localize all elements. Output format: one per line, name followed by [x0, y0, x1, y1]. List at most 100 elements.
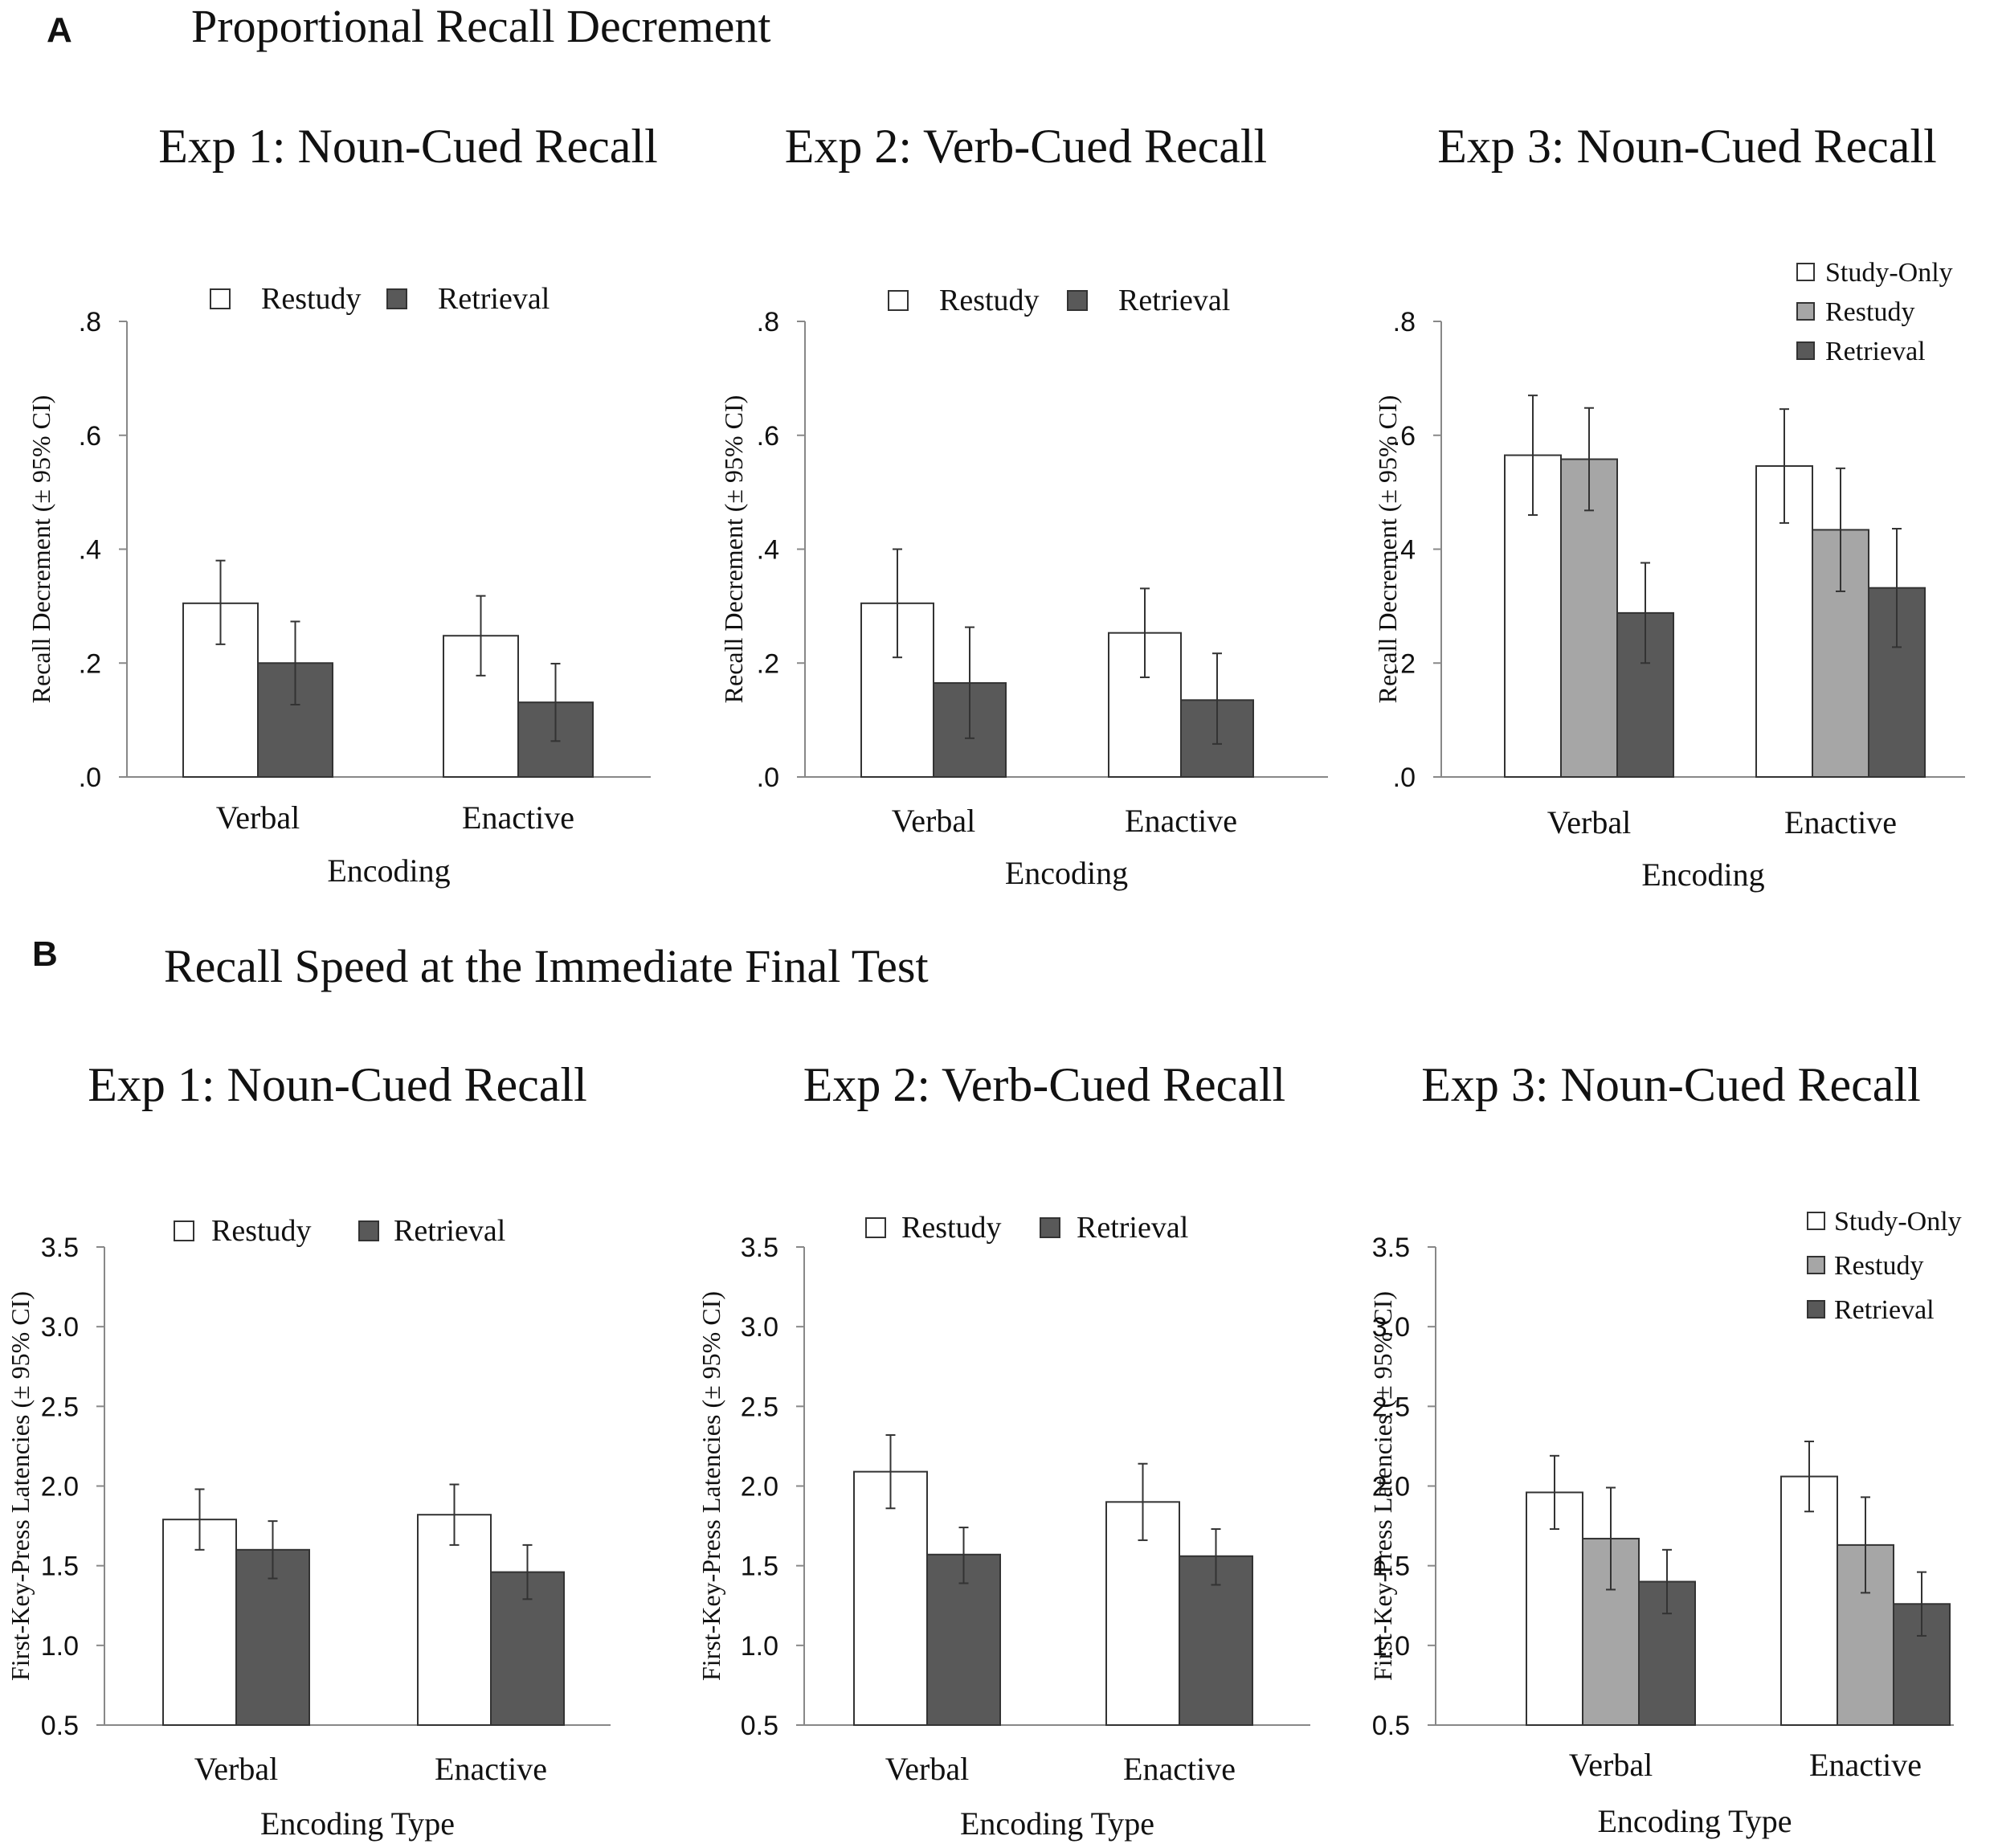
legend: Restudy Retrieval — [210, 282, 550, 316]
chart-title: Exp 1: Noun-Cued Recall — [88, 1058, 587, 1111]
legend: Study-Only Restudy Retrieval — [1797, 258, 1953, 366]
legend-label: Restudy — [261, 282, 362, 316]
bar-restudy-2 — [854, 1472, 927, 1725]
legend-label: Retrieval — [394, 1214, 505, 1248]
legend-swatch-restudy-2 — [210, 289, 230, 309]
y-tick-label: 1.5 — [741, 1552, 778, 1582]
legend-swatch-retrieval — [387, 289, 407, 309]
x-axis-title: Encoding Type — [1598, 1803, 1792, 1839]
legend-swatch-restudy-2 — [889, 291, 908, 310]
y-tick-label: 0.5 — [41, 1711, 79, 1741]
chart-b3: Exp 3: Noun-Cued Recall0.51.01.52.02.53.… — [1368, 1058, 1962, 1839]
x-axis-title: Encoding Type — [260, 1805, 455, 1842]
y-tick-label: 3.0 — [741, 1312, 778, 1343]
legend-swatch-restudy-2 — [174, 1221, 194, 1241]
y-tick-label: 2.0 — [741, 1472, 778, 1503]
y-tick-label: 3.0 — [41, 1312, 79, 1343]
legend-swatch-study-only — [1797, 264, 1814, 280]
legend-label: Restudy — [901, 1211, 1002, 1245]
y-tick-label: .8 — [757, 307, 779, 337]
y-tick-label: .0 — [757, 763, 779, 793]
x-category-label: Enactive — [1809, 1747, 1922, 1783]
chart-title: Exp 3: Noun-Cued Recall — [1437, 120, 1937, 173]
chart-title: Exp 2: Verb-Cued Recall — [785, 120, 1267, 173]
chart-b2: Exp 2: Verb-Cued Recall 0.5 1.0 1.5 2.0 2.5 3.… — [697, 1058, 1310, 1842]
x-category-label: Verbal — [216, 799, 300, 836]
y-axis-title: First-Key-Press Latencies (± 95% CI) — [697, 1291, 725, 1681]
y-tick-label: .0 — [1393, 763, 1416, 793]
bar-restudy-2 — [418, 1515, 491, 1725]
panel-a-letter: A — [47, 10, 72, 50]
legend-swatch-retrieval — [1068, 291, 1087, 310]
x-category-label: Enactive — [435, 1751, 547, 1787]
legend-label: Retrieval — [1825, 337, 1926, 366]
figure: A Proportional Recall Decrement B Recall… — [0, 0, 1998, 1848]
y-tick-label: .6 — [79, 421, 101, 452]
chart-b1: Exp 1: Noun-Cued Recall 0.5 1.0 1.5 2.0 2.5 3.… — [6, 1058, 611, 1842]
panel-b-letter: B — [32, 934, 58, 974]
x-category-label: Verbal — [885, 1751, 969, 1787]
legend-label: Restudy — [1834, 1251, 1923, 1281]
x-axis-title: Encoding — [327, 852, 450, 889]
legend-label: Study-Only — [1834, 1207, 1962, 1237]
x-category-label: Enactive — [1784, 804, 1897, 840]
legend-label: Retrieval — [1834, 1295, 1935, 1325]
y-tick-label: 2.5 — [41, 1392, 79, 1422]
x-category-label: Enactive — [1125, 803, 1237, 839]
legend-label: Restudy — [211, 1214, 312, 1248]
chart-a3: Exp 3: Noun-Cued Recall .0 .2 .4 .6 .8 Recall … — [1373, 120, 1965, 893]
legend-label: Retrieval — [438, 282, 550, 316]
y-tick-label: 1.5 — [41, 1552, 79, 1582]
y-tick-label: .6 — [757, 421, 779, 452]
panel-a-title: Proportional Recall Decrement — [191, 0, 771, 52]
y-tick-label: 3.5 — [741, 1233, 778, 1263]
legend-swatch-retrieval — [359, 1221, 378, 1241]
x-category-label: Verbal — [194, 1751, 278, 1787]
legend-swatch-retrieval — [1808, 1301, 1824, 1318]
chart-title: Exp 2: Verb-Cued Recall — [803, 1058, 1285, 1111]
legend-label: Restudy — [1825, 297, 1914, 327]
chart-title: Exp 1: Noun-Cued Recall — [158, 120, 658, 173]
y-tick-label: 2.5 — [741, 1392, 778, 1422]
x-axis-title: Encoding — [1005, 855, 1128, 891]
legend: Restudy Retrieval — [889, 284, 1230, 317]
x-category-label: Verbal — [1547, 804, 1631, 840]
x-axis-title: Encoding — [1641, 857, 1764, 893]
y-tick-label: .4 — [79, 535, 101, 566]
chart-a1: Exp 1: Noun-Cued Recall .0 .2 .4 .6 .8 Recall … — [27, 120, 658, 889]
y-tick-label: .2 — [79, 648, 101, 679]
legend: Restudy Retrieval — [174, 1214, 505, 1248]
y-tick-label: 0.5 — [741, 1711, 778, 1741]
y-axis-title: First-Key-Press Latencies (± 95% CI) — [1368, 1291, 1397, 1681]
bar-study-only — [1781, 1477, 1837, 1725]
y-axis-title: Recall Decrement (± 95% CI) — [719, 395, 748, 704]
x-category-label: Verbal — [892, 803, 975, 839]
y-tick-label: .8 — [1393, 307, 1416, 337]
x-category-label: Enactive — [1123, 1751, 1236, 1787]
y-axis-title: Recall Decrement (± 95% CI) — [27, 395, 55, 704]
legend-label: Restudy — [939, 284, 1040, 317]
y-tick-label: 1.0 — [41, 1631, 79, 1662]
legend: Study-Only Restudy Retrieval — [1808, 1207, 1962, 1325]
y-tick-label: 2.0 — [41, 1472, 79, 1503]
legend-swatch-retrieval — [1797, 342, 1814, 359]
legend-swatch-restudy-2 — [866, 1218, 885, 1237]
y-tick-label: .2 — [757, 648, 779, 679]
y-tick-label: 3.5 — [1372, 1233, 1410, 1263]
legend: Restudy Retrieval — [866, 1211, 1188, 1245]
x-category-label: Verbal — [1569, 1747, 1653, 1783]
y-tick-label: .0 — [79, 763, 101, 793]
y-axis-title: Recall Decrement (± 95% CI) — [1373, 395, 1402, 704]
x-category-label: Enactive — [462, 799, 574, 836]
panel-b-title: Recall Speed at the Immediate Final Test — [164, 940, 929, 992]
legend-swatch-restudy-3 — [1808, 1257, 1824, 1274]
legend-label: Study-Only — [1825, 258, 1953, 288]
chart-title: Exp 3: Noun-Cued Recall — [1421, 1058, 1921, 1111]
y-tick-label: 0.5 — [1372, 1711, 1410, 1741]
legend-swatch-study-only — [1808, 1212, 1824, 1229]
y-tick-label: 1.0 — [741, 1631, 778, 1662]
y-tick-label: .4 — [757, 535, 779, 566]
y-axis-title: First-Key-Press Latencies (± 95% CI) — [6, 1291, 35, 1681]
chart-a2: Exp 2: Verb-Cued Recall .0 .2 .4 .6 .8 Recall … — [719, 120, 1328, 891]
legend-label: Retrieval — [1077, 1211, 1188, 1245]
